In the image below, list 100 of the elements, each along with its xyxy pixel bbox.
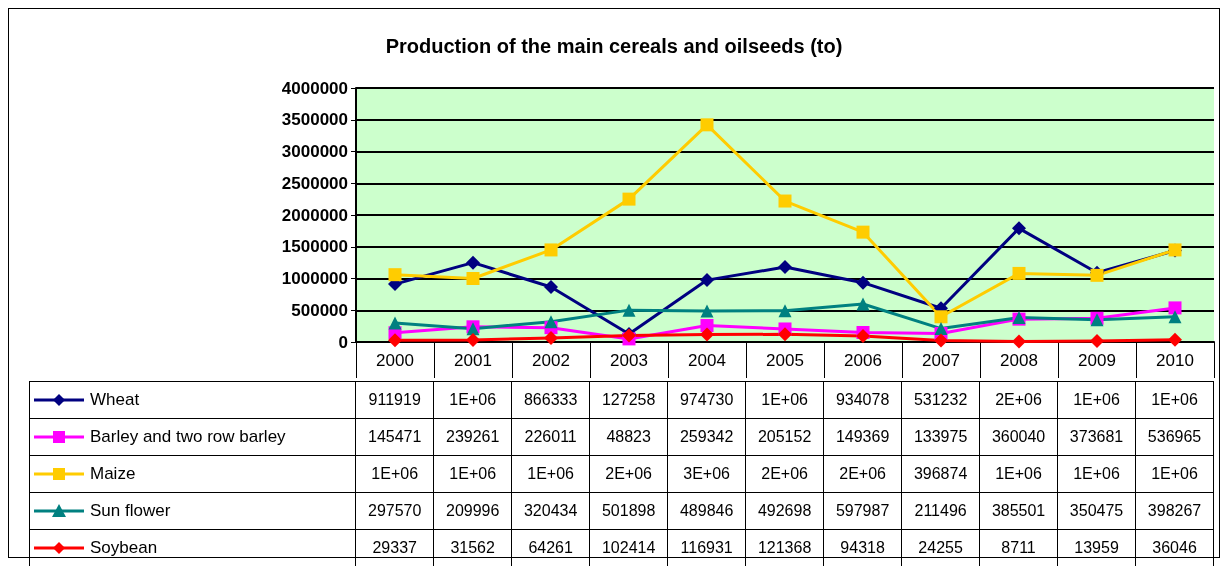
y-tick-label: 1500000 bbox=[281, 237, 348, 257]
data-label: 1E+06 bbox=[1136, 382, 1215, 418]
point bbox=[388, 268, 402, 282]
point bbox=[778, 327, 792, 342]
point bbox=[700, 327, 714, 342]
point bbox=[856, 329, 870, 344]
y-tick-label: 2500000 bbox=[281, 173, 348, 193]
x-tick-label: 2002 bbox=[532, 351, 570, 370]
data-label: 350475 bbox=[1058, 493, 1137, 529]
data-label: 8711 bbox=[980, 530, 1059, 566]
point bbox=[388, 316, 402, 330]
point bbox=[856, 275, 870, 290]
x-tick-label: 2010 bbox=[1156, 351, 1194, 370]
point bbox=[1012, 221, 1026, 236]
data-label: 1E+06 bbox=[512, 456, 591, 492]
point bbox=[466, 272, 480, 285]
data-label: 133975 bbox=[902, 419, 981, 455]
point bbox=[622, 192, 636, 206]
y-tick-label: 500000 bbox=[291, 300, 348, 320]
data-label: 297570 bbox=[356, 493, 435, 529]
x-tick-label: 2007 bbox=[922, 351, 960, 370]
data-label: 13959 bbox=[1058, 530, 1137, 566]
point bbox=[388, 333, 402, 348]
data-label: 48823 bbox=[590, 419, 669, 455]
point bbox=[544, 315, 558, 329]
point bbox=[856, 297, 870, 311]
x-tick-label: 2001 bbox=[454, 351, 492, 370]
legend-label: Barley and two row barley bbox=[90, 427, 286, 447]
data-label: 373681 bbox=[1058, 419, 1137, 455]
legend-label: Maize bbox=[90, 464, 136, 484]
data-label: 116931 bbox=[668, 530, 747, 566]
data-label: 259342 bbox=[668, 419, 747, 455]
y-tick-label: 1000000 bbox=[281, 269, 348, 288]
data-label: 320434 bbox=[512, 493, 591, 529]
data-label: 1E+06 bbox=[1136, 456, 1215, 492]
point bbox=[778, 260, 792, 275]
point bbox=[700, 118, 714, 132]
data-label: 489846 bbox=[668, 493, 747, 529]
y-tick-label: 2000000 bbox=[281, 205, 348, 225]
point bbox=[700, 304, 714, 318]
point bbox=[622, 303, 636, 317]
point bbox=[778, 304, 792, 318]
x-tick-label: 2000 bbox=[376, 351, 414, 370]
data-label: 385501 bbox=[980, 493, 1059, 529]
point bbox=[544, 243, 558, 257]
y-tick-label: 4000000 bbox=[281, 78, 348, 98]
data-label: 209996 bbox=[434, 493, 513, 529]
data-label: 94318 bbox=[824, 530, 903, 566]
data-label: 934078 bbox=[824, 382, 903, 418]
x-tick-label: 2005 bbox=[766, 351, 804, 370]
point bbox=[1090, 334, 1104, 349]
x-tick-label: 2009 bbox=[1078, 351, 1116, 370]
data-label: 597987 bbox=[824, 493, 903, 529]
data-label: 2E+06 bbox=[824, 456, 903, 492]
point bbox=[1012, 334, 1026, 349]
data-label: 1E+06 bbox=[1058, 456, 1137, 492]
data-label: 2E+06 bbox=[590, 456, 669, 492]
point bbox=[544, 279, 558, 294]
data-label: 205152 bbox=[746, 419, 825, 455]
legend-label: Wheat bbox=[90, 390, 140, 410]
data-label: 866333 bbox=[512, 382, 591, 418]
point bbox=[1168, 310, 1182, 324]
data-label: 24255 bbox=[902, 530, 981, 566]
y-tick-label: 3500000 bbox=[281, 110, 348, 130]
data-label: 974730 bbox=[668, 382, 747, 418]
point bbox=[700, 273, 714, 288]
data-label: 36046 bbox=[1136, 530, 1215, 566]
data-label: 492698 bbox=[746, 493, 825, 529]
data-label: 226011 bbox=[512, 419, 591, 455]
data-label: 1E+06 bbox=[434, 382, 513, 418]
data-label: 239261 bbox=[434, 419, 513, 455]
data-label: 127258 bbox=[590, 382, 669, 418]
data-label: 2E+06 bbox=[746, 456, 825, 492]
x-tick-label: 2004 bbox=[688, 351, 726, 370]
point bbox=[934, 333, 948, 348]
chart-title: Production of the main cereals and oilseeds (to) bbox=[385, 35, 843, 57]
x-tick-label: 2003 bbox=[610, 351, 648, 370]
data-label: 398267 bbox=[1136, 493, 1215, 529]
data-label: 396874 bbox=[902, 456, 981, 492]
point bbox=[1012, 266, 1026, 280]
point bbox=[1168, 332, 1182, 347]
point bbox=[934, 322, 948, 336]
point bbox=[1168, 301, 1182, 315]
data-label: 1E+06 bbox=[356, 456, 435, 492]
y-tick-label: 0 bbox=[338, 332, 348, 352]
data-label: 1E+06 bbox=[980, 456, 1059, 492]
data-label: 1E+06 bbox=[1058, 382, 1137, 418]
data-label: 31562 bbox=[434, 530, 513, 566]
legend-label: Sun flower bbox=[90, 501, 171, 521]
x-tick-label: 2008 bbox=[1000, 351, 1038, 370]
data-label: 102414 bbox=[590, 530, 669, 566]
data-label: 64261 bbox=[512, 530, 591, 566]
point bbox=[856, 225, 870, 239]
data-label: 536965 bbox=[1136, 419, 1215, 455]
point bbox=[778, 194, 792, 208]
point bbox=[466, 255, 480, 270]
data-label: 145471 bbox=[356, 419, 435, 455]
y-tick-label: 3000000 bbox=[281, 142, 348, 161]
data-label: 211496 bbox=[902, 493, 981, 529]
data-label: 29337 bbox=[356, 530, 435, 566]
